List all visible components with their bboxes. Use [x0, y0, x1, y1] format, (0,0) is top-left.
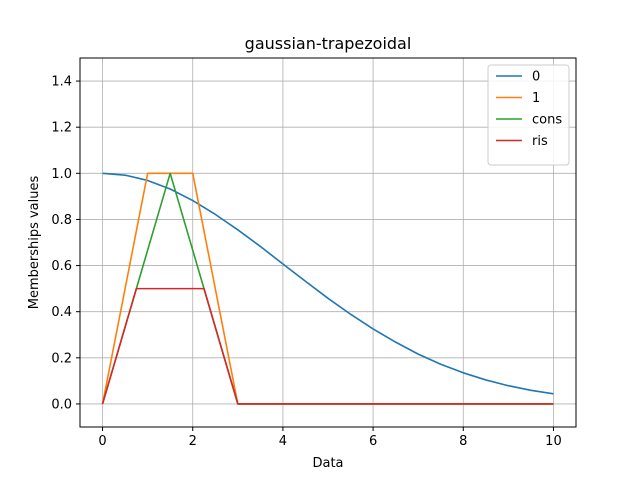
- y-tick-label: 1.0: [51, 167, 72, 182]
- x-axis-label: Data: [312, 456, 343, 471]
- series-layer: [101, 172, 554, 405]
- x-tick-label: 10: [545, 434, 562, 449]
- legend-label: 1: [532, 91, 540, 106]
- x-tick-label: 0: [98, 434, 106, 449]
- ticks: 0 2 4 6 8 10 0.0 0.2 0.4 0.6 0.8 1.0 1.2 1.4: [51, 75, 561, 449]
- x-tick-label: 8: [459, 434, 467, 449]
- x-tick-label: 4: [279, 434, 287, 449]
- y-tick-label: 0.4: [51, 305, 72, 320]
- plot-frame: [79, 57, 577, 428]
- x-tick-label: 2: [189, 434, 197, 449]
- chart-title: gaussian-trapezoidal: [245, 34, 412, 53]
- y-tick-label: 1.4: [51, 75, 72, 90]
- legend: 0 1 cons ris: [487, 64, 570, 166]
- grid: [80, 58, 576, 427]
- y-tick-label: 0.6: [51, 259, 72, 274]
- series-line-3: [101, 287, 554, 405]
- y-tick-label: 1.2: [51, 121, 72, 136]
- x-tick-label: 6: [369, 434, 377, 449]
- y-tick-label: 0.0: [51, 397, 72, 412]
- legend-label: 0: [532, 70, 540, 85]
- y-axis-label: Memberships values: [27, 176, 42, 310]
- legend-label: cons: [532, 113, 562, 128]
- legend-label: ris: [532, 134, 548, 149]
- y-tick-label: 0.8: [51, 213, 72, 228]
- y-tick-label: 0.2: [51, 351, 72, 366]
- series-line-0: [102, 172, 554, 395]
